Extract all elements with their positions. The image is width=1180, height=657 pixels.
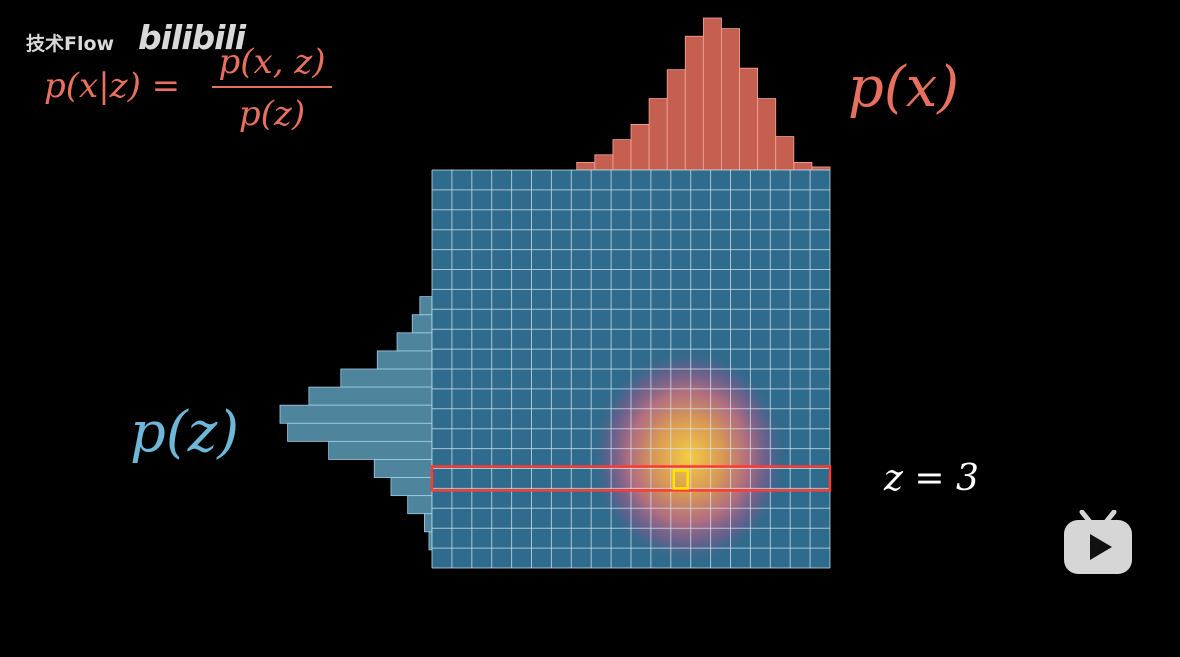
formula-denominator: p(z) bbox=[238, 94, 306, 134]
marginal-z-bar bbox=[376, 350, 433, 370]
pz-label: p(z) bbox=[130, 400, 240, 465]
play-button[interactable] bbox=[1062, 509, 1134, 576]
marginal-z-bar bbox=[423, 513, 433, 533]
marginal-x-histogram bbox=[576, 17, 831, 171]
marginal-x-bar bbox=[576, 161, 596, 171]
marginal-x-bar bbox=[630, 124, 650, 171]
marginal-x-bar bbox=[666, 69, 686, 171]
marginal-x-bar bbox=[793, 161, 813, 171]
marginal-x-bar bbox=[702, 17, 722, 171]
play-icon bbox=[1064, 509, 1132, 574]
formula-fraction: p(x, z) p(z) bbox=[212, 40, 332, 136]
marginal-z-bar bbox=[411, 314, 433, 334]
marginal-z-histogram bbox=[279, 296, 433, 551]
formula-numerator: p(x, z) bbox=[218, 42, 326, 82]
z-equals-label: z = 3 bbox=[884, 458, 979, 499]
marginal-z-bar bbox=[328, 440, 433, 460]
marginal-z-bar bbox=[340, 368, 433, 388]
marginal-z-bar bbox=[396, 332, 433, 352]
marginal-x-bar bbox=[594, 154, 614, 171]
marginal-z-bar bbox=[279, 404, 433, 424]
grid-lines bbox=[431, 169, 831, 569]
marginal-z-bar bbox=[287, 422, 433, 442]
marginal-z-bar bbox=[419, 296, 433, 316]
formula-lhs: p(x|z) = bbox=[44, 66, 181, 106]
marginal-x-bar bbox=[684, 35, 704, 171]
marginal-x-bar bbox=[648, 98, 668, 171]
marginal-z-bar bbox=[308, 386, 433, 406]
z-row-highlight bbox=[430, 465, 832, 492]
marginal-x-bar bbox=[757, 98, 777, 171]
marginal-x-bar bbox=[612, 139, 632, 171]
channel-watermark: 技术Flow bbox=[26, 33, 115, 55]
selected-cell-highlight bbox=[672, 469, 689, 490]
marginal-x-bar bbox=[739, 67, 759, 171]
px-label: p(x) bbox=[848, 55, 960, 120]
joint-density-heatmap bbox=[589, 347, 789, 567]
marginal-z-bar bbox=[407, 495, 433, 515]
bilibili-logo: bilibili bbox=[138, 18, 246, 57]
marginal-z-bar bbox=[390, 477, 433, 497]
marginal-z-bar bbox=[373, 459, 433, 478]
marginal-x-bar bbox=[775, 136, 795, 171]
marginal-x-bar bbox=[721, 28, 740, 171]
fraction-bar bbox=[212, 86, 332, 88]
